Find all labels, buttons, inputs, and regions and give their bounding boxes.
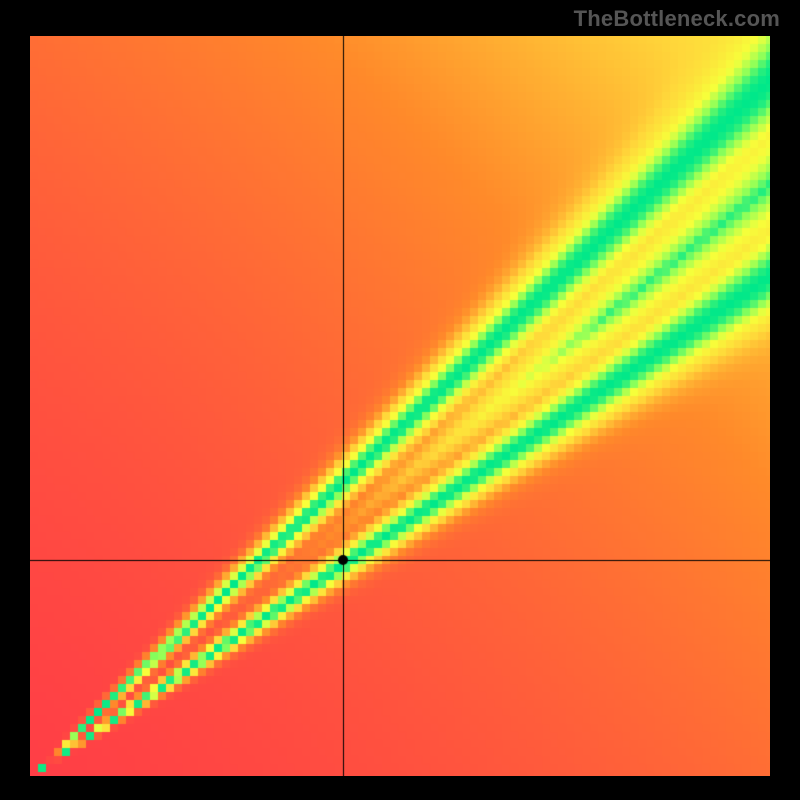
chart-container: TheBottleneck.com [0, 0, 800, 800]
bottleneck-heatmap [30, 36, 770, 776]
watermark-text: TheBottleneck.com [574, 6, 780, 32]
